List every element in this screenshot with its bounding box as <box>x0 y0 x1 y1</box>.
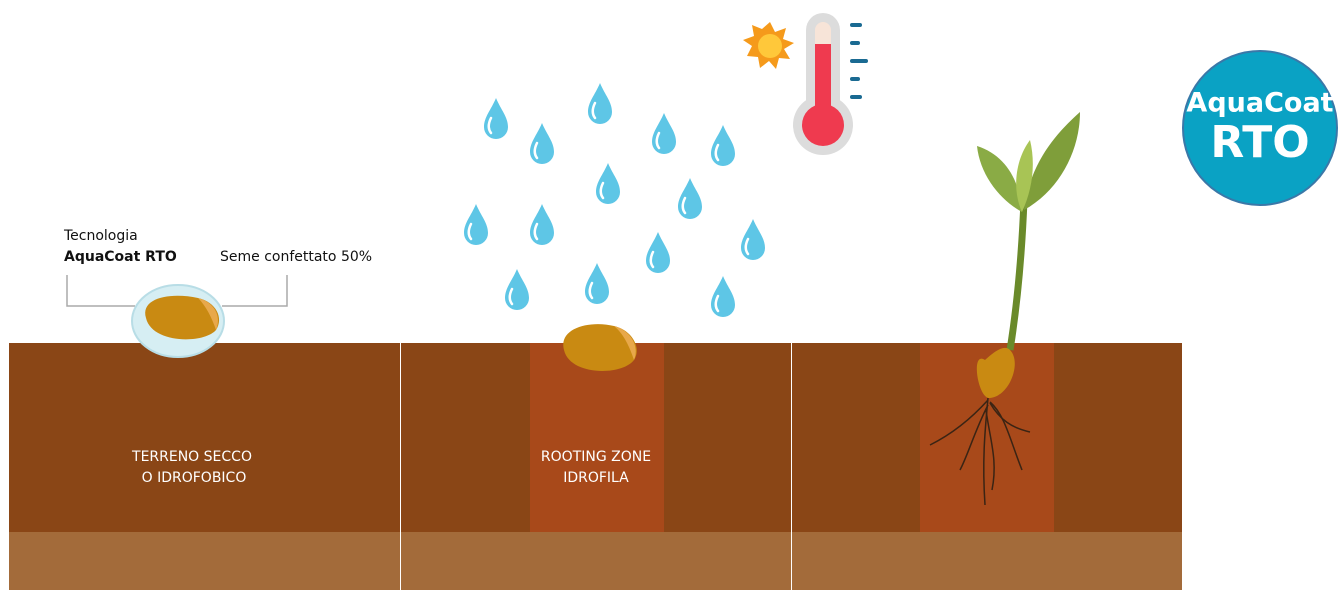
coated-seed <box>131 284 225 358</box>
coating-label: Seme confettato 50% <box>220 249 372 265</box>
seed-label-bold: AquaCoat RTO <box>64 249 177 265</box>
plant <box>929 112 1080 506</box>
badge-line2: RTO <box>1210 117 1309 168</box>
badge: AquaCoat RTO <box>1182 50 1338 206</box>
water-drops <box>462 81 767 319</box>
panel-label: TERRENO SECCO <box>131 449 252 465</box>
sun-icon <box>743 22 794 69</box>
badge-line1: AquaCoat <box>1186 88 1333 119</box>
bracket <box>66 275 288 307</box>
seed-label: Tecnologia <box>63 228 138 244</box>
panel-label: IDROFILA <box>563 470 629 486</box>
thermometer-icon <box>793 13 868 155</box>
seed <box>563 324 637 371</box>
panel-label: O IDROFOBICO <box>142 470 247 486</box>
panel-label: ROOTING ZONE <box>541 449 651 465</box>
